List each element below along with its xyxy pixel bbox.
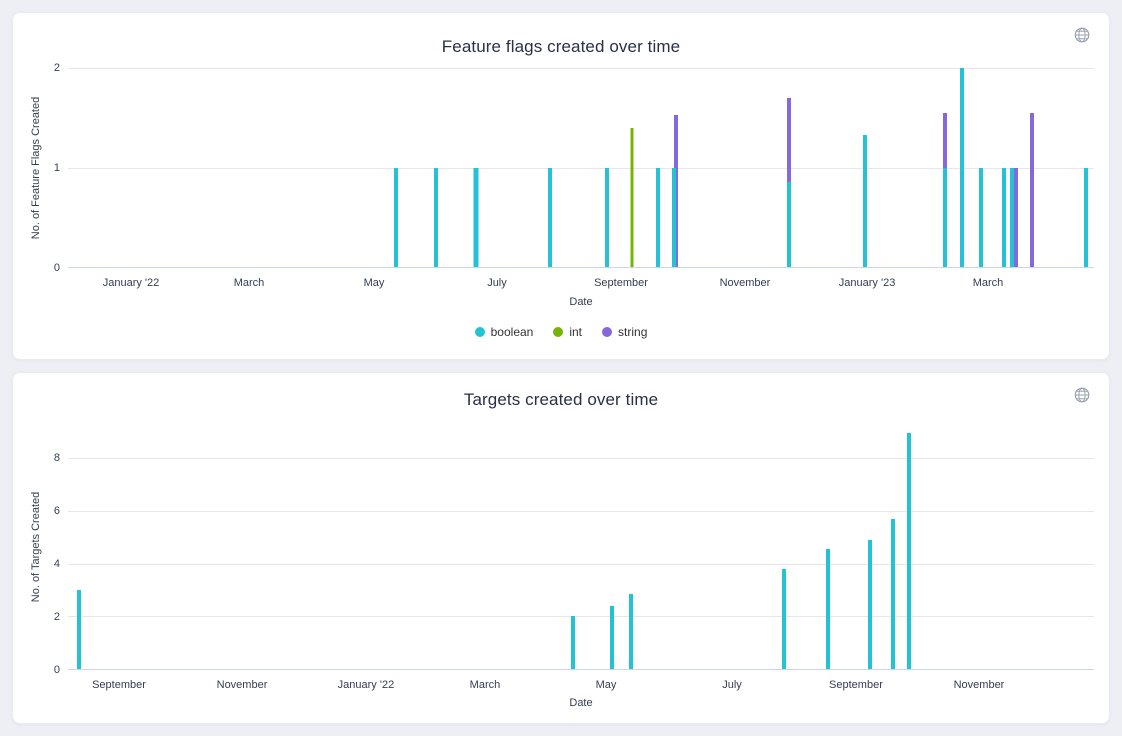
x-tick-label: March (972, 277, 1004, 289)
bar-targets (868, 539, 873, 669)
x-axis-ticks: January '22 March May July September November… (68, 277, 1094, 291)
legend-label: boolean (490, 325, 534, 339)
bar-targets (907, 432, 912, 669)
bar-boolean (943, 167, 948, 267)
bar-targets (570, 616, 575, 669)
chart-title: Targets created over time (463, 390, 659, 409)
gridline (68, 457, 1094, 459)
bar-boolean (1084, 167, 1089, 267)
y-tick-label: 2 (53, 62, 60, 74)
globe-icon (1073, 26, 1091, 44)
bar-targets (609, 605, 614, 669)
bar-boolean (548, 167, 552, 267)
globe-icon (1073, 386, 1091, 404)
bar-int (630, 127, 634, 267)
bar-boolean (604, 167, 609, 267)
targets-chart-card: Targets created over time No. of Targets… (12, 372, 1110, 724)
y-tick-label: 8 (53, 452, 60, 465)
x-tick-label: September (594, 277, 648, 289)
y-tick-label: 0 (53, 664, 60, 676)
x-tick-label: January '22 (102, 277, 160, 289)
bar-boolean (1001, 167, 1006, 267)
legend-item-int[interactable]: int (553, 325, 582, 339)
x-tick-label: January '22 (337, 679, 395, 691)
x-tick-label: May (595, 679, 617, 691)
feature-flags-chart-card: Feature flags created over time No. of F… (12, 12, 1110, 360)
bar-string (787, 97, 792, 267)
x-tick-label: May (363, 277, 385, 289)
int-swatch-icon (553, 327, 564, 337)
bar-boolean (473, 167, 479, 267)
gridline (68, 68, 1094, 69)
x-tick-label: November (953, 679, 1005, 691)
x-tick-label: March (233, 277, 265, 289)
y-tick-label: 2 (53, 611, 60, 624)
legend-item-boolean[interactable]: boolean (474, 325, 534, 339)
y-axis-ticks: 0 1 2 (13, 62, 60, 274)
gridline (68, 167, 1094, 169)
bar-boolean (656, 167, 661, 267)
string-swatch-icon (602, 327, 613, 337)
boolean-swatch-icon (474, 327, 485, 337)
bar-boolean (787, 182, 792, 267)
legend: boolean int string (13, 325, 1109, 339)
bar-string (1030, 112, 1035, 267)
gridline (68, 563, 1094, 565)
gridline (68, 510, 1094, 512)
x-tick-label: November (216, 679, 268, 691)
y-tick-label: 4 (53, 558, 60, 571)
plot-area (68, 425, 1094, 670)
bar-boolean (959, 68, 964, 267)
x-tick-label: November (719, 277, 771, 289)
bar-string (674, 114, 678, 267)
x-axis-title: Date (569, 296, 593, 308)
y-tick-label: 6 (53, 505, 60, 518)
bar-boolean (434, 167, 439, 267)
bar-targets (891, 518, 896, 669)
bar-string (1013, 167, 1018, 267)
chart-title: Feature flags created over time (441, 37, 681, 56)
bar-targets (782, 568, 787, 669)
y-tick-label: 1 (53, 162, 60, 174)
x-tick-label: September (92, 679, 146, 691)
legend-label: int (569, 325, 583, 339)
bar-boolean (671, 167, 676, 267)
legend-label: string (618, 325, 648, 339)
gridline (68, 616, 1094, 618)
bar-boolean (394, 167, 398, 267)
bar-targets (76, 589, 81, 669)
legend-item-string[interactable]: string (602, 325, 647, 339)
x-tick-label: September (829, 679, 883, 691)
y-tick-label: 0 (53, 262, 60, 274)
bar-boolean (1010, 167, 1015, 267)
x-axis-title: Date (569, 697, 593, 709)
x-tick-label: July (722, 679, 742, 691)
bar-boolean (862, 134, 867, 267)
y-axis-ticks: 0 2 4 6 8 (13, 425, 60, 676)
x-tick-label: March (469, 679, 501, 691)
x-axis-ticks: September November January '22 March May July… (68, 679, 1094, 693)
bar-boolean (978, 167, 983, 267)
x-tick-label: January '23 (838, 277, 896, 289)
x-tick-label: July (487, 277, 507, 289)
bar-targets (825, 548, 830, 669)
plot-area (68, 68, 1094, 268)
bar-targets (628, 593, 633, 669)
